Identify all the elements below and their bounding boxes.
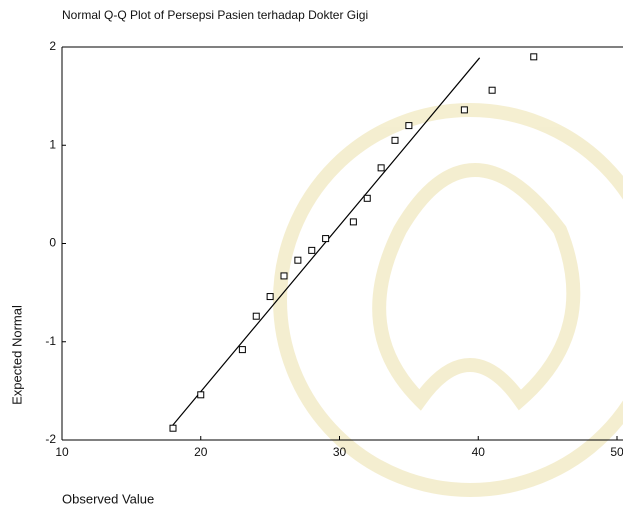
data-point [295,257,301,263]
x-axis-label: Observed Value [62,491,154,506]
x-tick-label: 10 [55,445,69,459]
data-point [267,294,273,300]
y-axis-label: Expected Normal [9,305,24,405]
y-tick-label: 2 [49,39,56,53]
data-point [489,87,495,93]
x-tick-label: 30 [333,445,347,459]
y-tick-label: -1 [45,334,56,348]
x-tick-label: 20 [194,445,208,459]
data-point [309,247,315,253]
y-tick-label: -2 [45,432,56,446]
reference-line [170,58,479,428]
data-point [392,137,398,143]
y-tick-label: 0 [49,236,56,250]
data-point [253,313,259,319]
watermark [280,110,623,490]
y-tick-label: 1 [49,137,56,151]
data-point [198,392,204,398]
data-point [239,347,245,353]
chart: Normal Q-Q Plot of Persepsi Pasien terha… [0,0,623,515]
x-tick-label: 50 [610,445,623,459]
data-point [461,107,467,113]
data-point [531,54,537,60]
data-point [350,219,356,225]
data-point [323,236,329,242]
data-point [170,425,176,431]
data-point [364,195,370,201]
data-point [406,123,412,129]
data-point [281,273,287,279]
x-tick-label: 40 [472,445,486,459]
data-point [378,165,384,171]
chart-title: Normal Q-Q Plot of Persepsi Pasien terha… [62,8,368,22]
